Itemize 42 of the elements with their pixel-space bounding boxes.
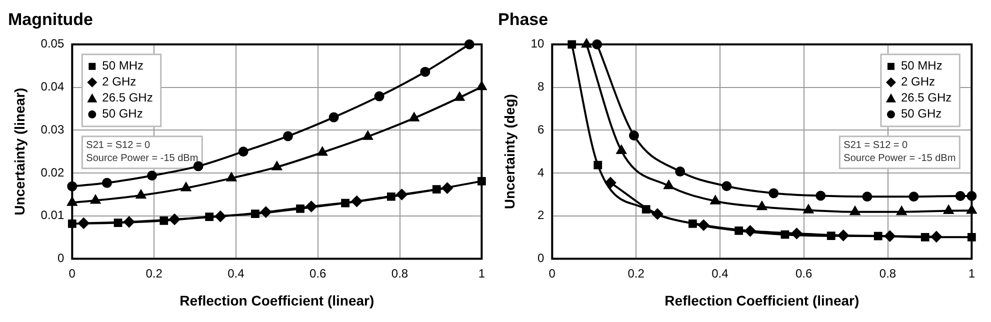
- x-tick-label: 0.2: [628, 266, 645, 280]
- y-tick-label: 0: [537, 251, 544, 266]
- annotation: Source Power = -15 dBm: [86, 153, 198, 164]
- legend-label: 2 GHz: [900, 74, 935, 89]
- y-tick-label: 0.04: [40, 80, 64, 94]
- x-tick-label: 0.6: [796, 266, 813, 280]
- y-tick-label: 10: [530, 36, 544, 51]
- y-tick-label: 0.05: [40, 36, 64, 51]
- x-tick-label: 1: [478, 266, 486, 280]
- x-axis-title: Reflection Coefficient (linear): [664, 292, 860, 308]
- y-tick-label: 4: [537, 165, 544, 180]
- x-axis-title: Reflection Coefficient (linear): [180, 292, 374, 308]
- y-axis-title: Uncertainty (deg): [501, 94, 518, 210]
- y-tick-label: 0.02: [40, 165, 64, 180]
- x-tick-label: 0.6: [310, 266, 327, 280]
- y-tick-label: 6: [537, 122, 544, 136]
- legend-label: 50 MHz: [900, 58, 942, 73]
- legend-label: 26.5 GHz: [102, 90, 153, 105]
- x-tick-label: 0.4: [228, 266, 245, 280]
- x-tick-label: 0: [68, 266, 76, 280]
- y-tick-label: 8: [537, 80, 544, 94]
- legend-label: 50 GHz: [900, 106, 942, 121]
- x-tick-label: 0: [548, 266, 556, 280]
- annotation: Source Power = -15 dBm: [844, 153, 956, 164]
- y-tick-label: 2: [537, 208, 544, 222]
- y-tick-label: 0.01: [40, 208, 64, 222]
- y-tick-label: 0: [57, 251, 64, 266]
- x-tick-label: 0.8: [879, 266, 896, 280]
- y-axis-title: Uncertainty (linear): [11, 88, 28, 216]
- annotation: S21 = S12 = 0: [86, 140, 151, 152]
- x-tick-label: 1: [968, 266, 976, 280]
- chart-title: Phase: [498, 10, 548, 29]
- legend-label: 50 MHz: [102, 58, 144, 73]
- legend-label: 50 GHz: [102, 106, 143, 121]
- x-tick-label: 0.8: [391, 266, 408, 280]
- y-tick-label: 0.03: [40, 122, 64, 136]
- legend-label: 2 GHz: [102, 74, 136, 89]
- annotation: S21 = S12 = 0: [844, 140, 908, 152]
- chart-title: Magnitude: [8, 10, 93, 29]
- x-tick-label: 0.2: [146, 266, 163, 280]
- x-tick-label: 0.4: [712, 266, 729, 280]
- legend-label: 26.5 GHz: [900, 90, 952, 105]
